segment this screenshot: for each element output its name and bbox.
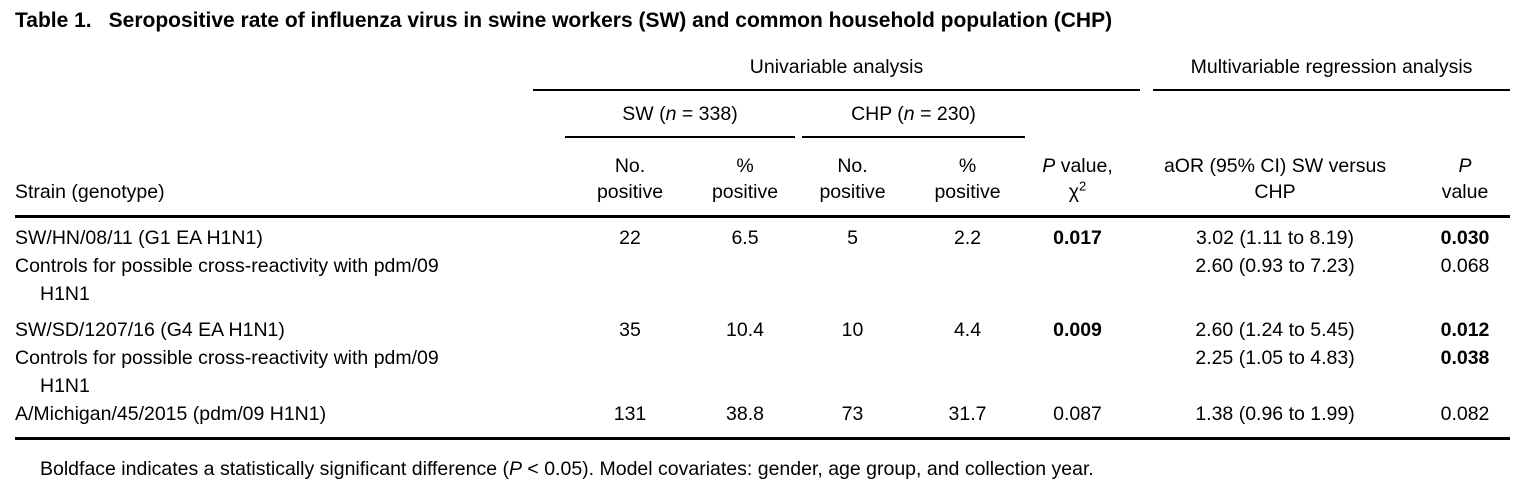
chp-pct-positive-cell [910,252,1025,316]
table-row: A/Michigan/45/2015 (pdm/09 H1N1) 131 38.… [15,399,1511,440]
chp-no-positive-cell: 10 [841,318,864,341]
italic-p: P [508,457,522,480]
strain-cell: Controls for possible cross-reactivity w… [15,254,439,305]
sw-no-positive-cell: 131 [565,399,695,440]
group-header-multivariable-cell: Multivariable regression analysis [1130,33,1511,91]
sw-pct-positive-cell: 38.8 [695,399,795,440]
column-header-chp-pct-positive: % positive [910,138,1025,218]
sw-no-positive-cell: 22 [619,226,641,249]
sw-cohort-header: SW (n = 338) [565,101,795,138]
table-title: Table 1. Seropositive rate of influenza v… [15,8,1510,33]
p-value-chi-square-cell: 0.087 [1025,399,1131,440]
column-header-aor: aOR (95% CI) SW versus CHP [1130,138,1421,218]
sw-no-positive-cell [565,252,695,316]
table-row: SW/SD/1207/16 (G4 EA H1N1) 35 10.4 10 4.… [15,316,1510,344]
table-caption: Seropositive rate of influenza virus in … [108,9,1113,32]
italic-n: n [665,103,677,125]
p-value-cell: 0.030 [1440,226,1490,249]
cohort-header-sw-cell: SW (n = 338) [565,91,795,138]
seropositive-rate-table: Univariable analysis Multivariable regre… [15,33,1511,440]
chp-no-positive-cell [795,252,910,316]
multivariable-analysis-header: Multivariable regression analysis [1153,54,1511,91]
chp-no-positive-cell [795,344,910,400]
table-footnote: Boldface indicates a statistically signi… [40,457,1094,480]
sw-pct-positive-cell [695,344,795,400]
empty-cell [15,91,565,138]
table-row: SW/HN/08/11 (G1 EA H1N1) 22 6.5 5 2.2 0.… [15,216,1510,252]
sw-pct-positive-cell: 6.5 [731,226,759,249]
column-header-p-value-chi-square: P value, χ2 [1025,138,1131,218]
empty-cell [1130,91,1510,138]
p-value-chi-square-cell: 0.009 [1053,318,1102,341]
group-header-univariable-cell: Univariable analysis [533,33,1141,91]
p-value-cell: 0.012 [1440,318,1490,341]
aor-cell: 2.60 (1.24 to 5.45) [1195,318,1355,341]
p-value-cell: 0.068 [1440,254,1490,277]
sw-pct-positive-cell [695,252,795,316]
chp-no-positive-cell: 73 [795,399,910,440]
group-header-row: Univariable analysis Multivariable regre… [15,33,1511,91]
chp-pct-positive-cell: 31.7 [910,399,1025,440]
column-header-sw-pct-positive: % positive [695,138,795,218]
aor-cell: 1.38 (0.96 to 1.99) [1130,399,1421,440]
strain-cell: A/Michigan/45/2015 (pdm/09 H1N1) [15,399,565,440]
aor-cell: 2.60 (0.93 to 7.23) [1195,254,1355,277]
column-header-sw-no-positive: No. positive [565,138,695,218]
p-value-chi-square-cell: 0.017 [1053,226,1102,249]
strain-cell: Controls for possible cross-reactivity w… [15,346,439,397]
sw-no-positive-cell [565,344,695,400]
sw-no-positive-cell: 35 [619,318,641,341]
strain-cell: SW/SD/1207/16 (G4 EA H1N1) [15,318,285,341]
sw-pct-positive-cell: 10.4 [726,318,764,341]
italic-p: P [1458,154,1472,177]
empty-cell [15,33,565,91]
table-row: Controls for possible cross-reactivity w… [15,344,1510,400]
p-value-cell: 0.038 [1440,346,1490,369]
column-header-row: Strain (genotype) No. positive % positive … [15,138,1511,218]
chi-superscript: 2 [1079,178,1087,193]
chp-pct-positive-cell [910,344,1025,400]
chp-no-positive-cell: 5 [847,226,858,249]
chi-symbol: χ [1068,180,1080,203]
table-number: Table 1. [15,9,92,32]
aor-cell: 2.25 (1.05 to 4.83) [1195,346,1355,369]
cohort-header-chp-cell: CHP (n = 230) [795,91,1025,138]
p-value-chi-square-cell [1025,344,1130,400]
empty-cell [1025,91,1130,138]
univariable-analysis-header: Univariable analysis [533,54,1141,91]
italic-n: n [903,103,915,125]
column-header-strain: Strain (genotype) [15,138,565,218]
p-value-chi-square-cell [1025,252,1130,316]
chp-pct-positive-cell: 2.2 [953,226,982,249]
table-row: Controls for possible cross-reactivity w… [15,252,1510,316]
column-header-chp-no-positive: No. positive [795,138,910,218]
aor-cell: 3.02 (1.11 to 8.19) [1196,226,1354,249]
p-value-cell: 0.082 [1420,399,1511,440]
chp-cohort-header: CHP (n = 230) [802,101,1025,138]
cohort-header-row: SW (n = 338) CHP (n = 230) [15,91,1510,138]
italic-p: P [1042,154,1056,177]
chp-pct-positive-cell: 4.4 [953,318,982,341]
strain-cell: SW/HN/08/11 (G1 EA H1N1) [15,226,263,249]
